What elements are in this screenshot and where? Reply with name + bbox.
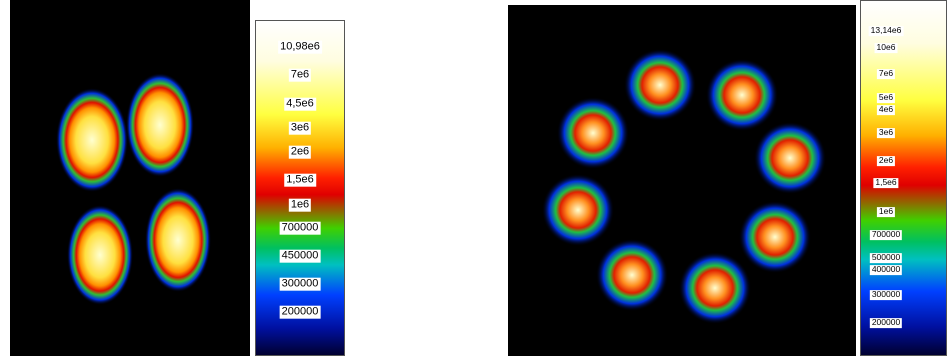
blobs	[0, 0, 947, 360]
colorbar-label: 2e6	[877, 156, 895, 166]
colorbar-label: 7e6	[289, 69, 311, 82]
colorbar-label: 700000	[280, 222, 321, 235]
left-spots	[56, 73, 211, 305]
colorbar-label: 5e6	[877, 93, 895, 103]
colorbar-label: 3e6	[877, 128, 895, 138]
colorbar-label: 4e6	[877, 105, 895, 115]
colorbar-label: 1e6	[877, 207, 895, 217]
colorbar-label: 2e6	[289, 146, 311, 159]
colorbar-label: 1,5e6	[284, 174, 316, 187]
colorbar-label: 300000	[280, 278, 321, 291]
colorbar-label: 200000	[870, 318, 902, 328]
colorbar-label: 1e6	[289, 199, 311, 212]
colorbar-label: 4,5e6	[284, 98, 316, 111]
colorbar-label: 13,14e6	[869, 26, 904, 36]
colorbar-label: 450000	[280, 250, 321, 263]
colorbar-label: 1,5e6	[873, 178, 898, 188]
colorbar-label: 200000	[280, 306, 321, 319]
colorbar-label: 10,98e6	[278, 41, 322, 54]
colorbar-label: 400000	[870, 265, 902, 275]
colorbar-label: 7e6	[877, 69, 895, 79]
right-spots	[542, 49, 826, 324]
page: 10,98e6 7e6 4,5e6 3e6 2e6 1,5e6 1e6 700000 45000…	[0, 0, 947, 360]
colorbar-label: 10e6	[875, 43, 898, 53]
colorbar-label: 700000	[870, 230, 902, 240]
colorbar-label: 300000	[870, 290, 902, 300]
colorbar-label: 500000	[870, 253, 902, 263]
colorbar-label: 3e6	[289, 122, 311, 135]
